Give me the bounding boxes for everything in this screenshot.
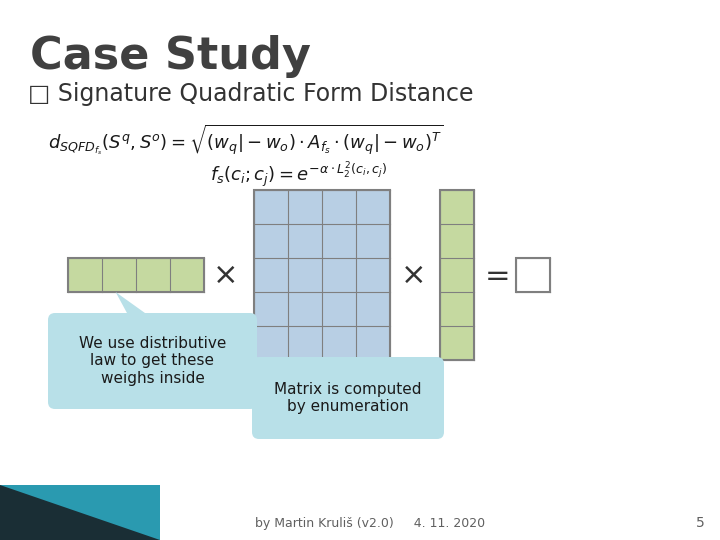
Bar bbox=[516, 258, 550, 292]
Text: 5: 5 bbox=[696, 516, 704, 530]
Text: We use distributive
law to get these
weighs inside: We use distributive law to get these wei… bbox=[78, 336, 226, 386]
Text: Matrix is computed
by enumeration: Matrix is computed by enumeration bbox=[274, 382, 422, 414]
Polygon shape bbox=[0, 485, 160, 540]
Text: $=$: $=$ bbox=[479, 260, 509, 289]
Polygon shape bbox=[116, 292, 155, 320]
FancyBboxPatch shape bbox=[252, 357, 444, 439]
Text: □ Signature Quadratic Form Distance: □ Signature Quadratic Form Distance bbox=[28, 82, 474, 106]
Text: $\times$: $\times$ bbox=[212, 260, 235, 289]
Bar bbox=[440, 190, 474, 360]
Text: by Martin Kruliš (v2.0)     4. 11. 2020: by Martin Kruliš (v2.0) 4. 11. 2020 bbox=[255, 516, 485, 530]
Text: $\times$: $\times$ bbox=[400, 260, 423, 289]
Polygon shape bbox=[315, 360, 342, 364]
FancyBboxPatch shape bbox=[48, 313, 257, 409]
Bar bbox=[68, 258, 204, 292]
Text: Case Study: Case Study bbox=[30, 35, 311, 78]
Text: $d_{SQFD_{f_s}}(S^q, S^o) = \sqrt{(w_q| - w_o) \cdot A_{f_s} \cdot (w_q| - w_o)^: $d_{SQFD_{f_s}}(S^q, S^o) = \sqrt{(w_q| … bbox=[48, 122, 444, 157]
Bar bbox=[254, 190, 390, 360]
Bar bbox=[0, 485, 160, 540]
Text: $f_s(c_i; c_j) = e^{-\alpha \cdot L_2^2(c_i, c_j)}$: $f_s(c_i; c_j) = e^{-\alpha \cdot L_2^2(… bbox=[210, 160, 387, 190]
